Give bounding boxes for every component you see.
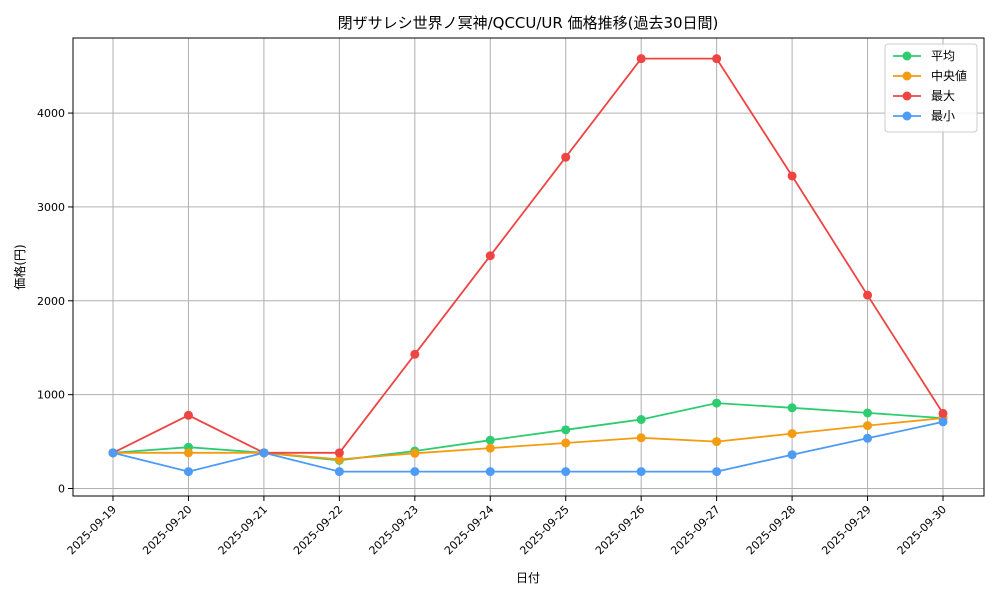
legend-marker [902,91,912,101]
data-point [938,417,948,427]
data-point [787,429,797,439]
data-point [712,54,722,64]
series-0 [108,398,948,465]
data-point [334,467,344,477]
data-point [183,410,193,420]
y-axis-label: 価格(円) [12,244,27,289]
data-point [863,290,873,300]
data-point [259,448,269,458]
data-point [636,54,646,64]
data-point [561,438,571,448]
data-point [787,403,797,413]
data-point [183,448,193,458]
y-tick-label: 0 [58,482,65,495]
legend-label: 平均 [931,49,955,63]
y-tick-label: 4000 [37,107,65,120]
data-point [561,467,571,477]
data-point [636,433,646,443]
data-point [787,171,797,181]
x-tick-label: 2025-09-30 [895,503,949,557]
legend-label: 最小 [931,109,955,123]
x-tick-label: 2025-09-19 [65,503,119,557]
data-point [485,435,495,445]
data-point [410,467,420,477]
y-axis: 0 1000 2000 3000 4000 [37,107,73,495]
series-layer [108,54,948,477]
x-tick-label: 2025-09-27 [668,503,722,557]
x-tick-label: 2025-09-26 [593,503,647,557]
legend-marker [902,71,912,81]
y-tick-label: 3000 [37,201,65,214]
series-2 [108,54,948,458]
x-tick-label: 2025-09-29 [819,503,873,557]
data-point [485,443,495,453]
y-tick-label: 1000 [37,389,65,402]
legend-marker [902,51,912,61]
chart-title: 閉ザサレシ世界ノ冥神/QCCU/UR 価格推移(過去30日間) [338,14,719,32]
series-line [112,57,944,454]
x-tick-label: 2025-09-23 [367,503,421,557]
data-point [863,433,873,443]
data-point [938,408,948,418]
data-point [485,251,495,261]
data-point [108,448,118,458]
series-line [113,417,944,461]
x-tick-label: 2025-09-28 [744,503,798,557]
data-point [863,421,873,431]
legend-label: 最大 [931,89,955,103]
data-point [410,349,420,359]
legend-box [884,43,978,133]
series-line [112,421,944,473]
x-tick-label: 2025-09-20 [140,503,194,557]
data-point [636,467,646,477]
y-tick-label: 2000 [37,295,65,308]
x-axis: 2025-09-19 2025-09-20 2025-09-21 2025-09-22… [65,496,949,557]
legend-marker [902,111,912,121]
series-3 [108,417,948,477]
legend-entry: 最大 [893,89,955,103]
data-point [712,467,722,477]
x-tick-label: 2025-09-24 [442,503,496,557]
x-axis-label: 日付 [516,571,540,585]
x-tick-label: 2025-09-25 [517,503,571,557]
x-tick-label: 2025-09-22 [291,503,345,557]
legend-entry: 平均 [893,49,955,63]
legend-entry: 中央値 [893,68,967,83]
data-point [334,448,344,458]
data-point [636,415,646,425]
series-line [112,402,944,462]
data-point [183,467,193,477]
legend-entry: 最小 [893,109,955,123]
data-point [334,454,344,464]
data-point [712,437,722,447]
data-point [410,448,420,458]
data-point [787,450,797,460]
data-point [863,408,873,418]
plot-frame [72,37,985,497]
data-point [561,425,571,435]
data-point [485,467,495,477]
data-point [712,398,722,408]
data-point [561,152,571,162]
x-tick-label: 2025-09-21 [216,503,270,557]
legend-label: 中央値 [931,68,967,83]
